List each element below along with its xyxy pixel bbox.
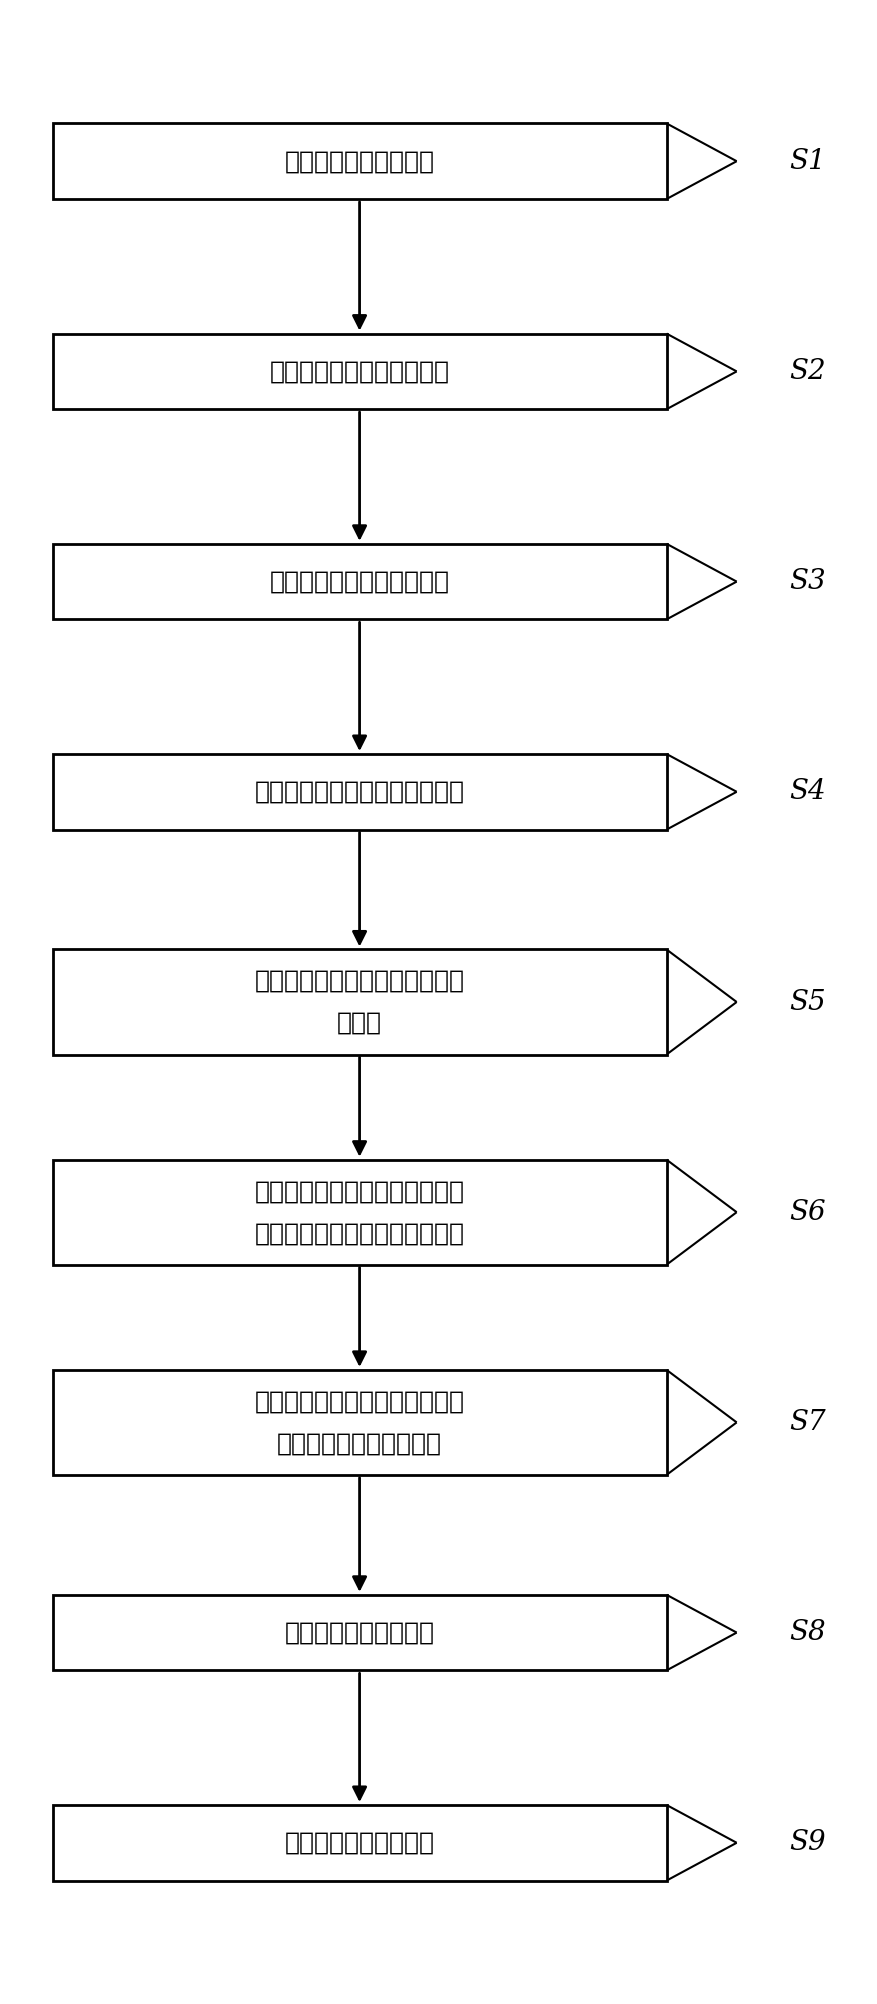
Text: S6: S6 [789,1198,826,1226]
Bar [53,543,667,619]
Bar [53,754,667,830]
Text: S3: S3 [789,567,826,595]
Text: S4: S4 [789,778,826,806]
Text: S2: S2 [789,359,826,385]
Bar [53,333,667,409]
Text: 收费信息的保存和回传: 收费信息的保存和回传 [284,1832,435,1856]
Text: 车载终端实时获取定位数据: 车载终端实时获取定位数据 [269,569,450,593]
Text: S9: S9 [789,1830,826,1856]
Bar [53,1595,667,1671]
Bar [53,1371,667,1475]
Text: S8: S8 [789,1619,826,1645]
Text: 车载终端执行收费操作: 车载终端执行收费操作 [284,1621,435,1645]
Text: 基于定位数据进行收费区域匹配: 基于定位数据进行收费区域匹配 [254,780,465,804]
Text: S5: S5 [789,988,826,1016]
Bar [53,1160,667,1265]
Text: 当处于所匹配收费区域的收费时: 当处于所匹配收费区域的收费时 [254,1178,465,1202]
Text: 收费区域规则信息推送更新: 收费区域规则信息推送更新 [269,359,450,383]
Text: 费判断，并生成拥堵费用: 费判断，并生成拥堵费用 [277,1431,442,1455]
Text: 费判断: 费判断 [337,1012,382,1034]
Text: 匹配上收费区域后，进行分时收: 匹配上收费区域后，进行分时收 [254,970,465,992]
Bar [53,124,667,198]
Text: S7: S7 [789,1409,826,1437]
Text: 设置收费区域规则信息: 设置收费区域规则信息 [284,148,435,172]
Bar [53,1806,667,1880]
Text: S1: S1 [789,148,826,174]
Text: 间段内时，进行分车流收费判断: 间段内时，进行分车流收费判断 [254,1220,465,1244]
Text: 当判定进行收费时，进行计时收: 当判定进行收费时，进行计时收 [254,1389,465,1413]
Bar [53,950,667,1054]
